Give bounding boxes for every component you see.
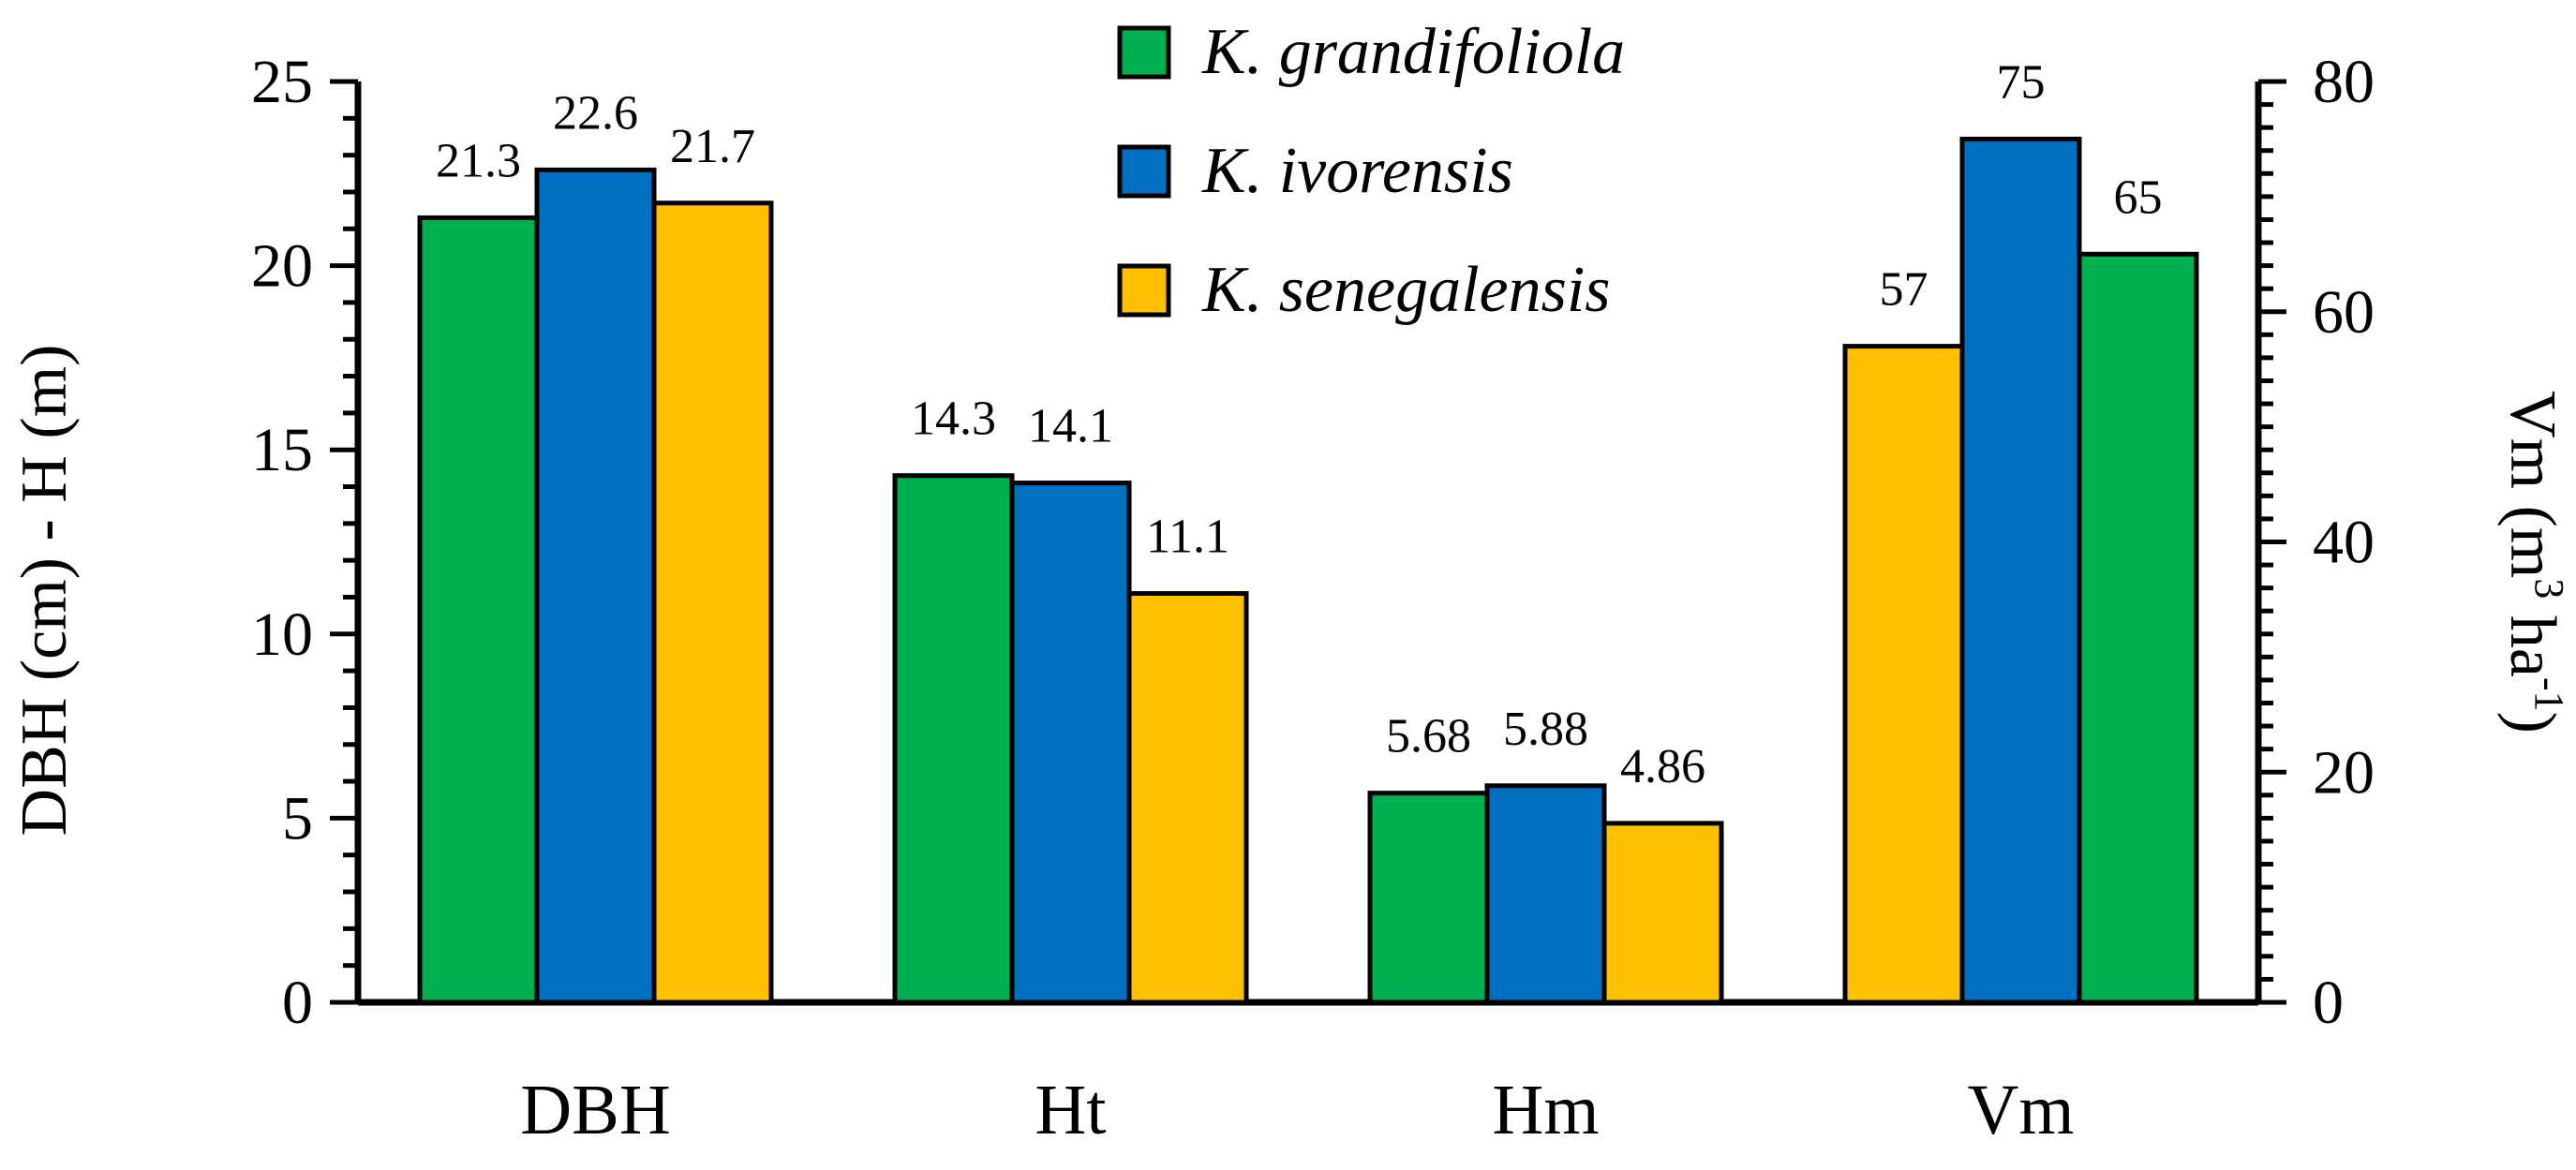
legend-label: K. ivorensis <box>1201 135 1513 207</box>
data-label: 5.68 <box>1386 710 1471 763</box>
legend-swatch <box>1117 25 1171 80</box>
bars <box>417 136 2199 1005</box>
y2-tick-label: 40 <box>2313 509 2375 577</box>
x-tick-label: DBH <box>520 1071 670 1149</box>
bar-vm-kgrandifoliola <box>2077 251 2199 1005</box>
bar-dbh-kgrandifoliola <box>417 215 540 1005</box>
y-tick-label: 5 <box>282 784 313 852</box>
bar-ht-kgrandifoliola <box>892 473 1015 1005</box>
legend-swatch <box>1117 263 1171 318</box>
legend-label: K. senegalensis <box>1201 254 1611 326</box>
legend-label: K. grandifoliola <box>1201 16 1625 88</box>
y-tick-label: 20 <box>251 232 313 301</box>
legend-swatch <box>1117 144 1171 199</box>
y2-axis-title-sup2: -1 <box>2526 677 2572 712</box>
y2-tick-label: 60 <box>2313 278 2375 347</box>
y-tick-label: 10 <box>251 600 313 669</box>
y2-axis-title-mid: ha <box>2496 599 2569 677</box>
data-label: 75 <box>1997 55 2046 109</box>
x-tick-label: Ht <box>1035 1071 1107 1149</box>
y2-axis-title-main: Vm (m <box>2496 391 2569 578</box>
bar-hm-ksenegalensis <box>1601 821 1724 1005</box>
y-tick-label: 0 <box>282 969 313 1037</box>
data-label: 4.86 <box>1620 740 1705 793</box>
data-label: 14.3 <box>911 392 996 446</box>
x-tick-label: Vm <box>1968 1071 2075 1149</box>
y-tick-label: 15 <box>251 416 313 484</box>
y2-tick-label: 80 <box>2313 48 2375 116</box>
y-tick-label: 25 <box>251 48 313 116</box>
y2-axis-title-end: ) <box>2496 712 2569 733</box>
bar-vm-kivorensis <box>1959 136 2082 1005</box>
bar-ht-kivorensis <box>1009 481 1132 1005</box>
y2-axis-title-sup1: 3 <box>2526 578 2572 599</box>
x-tick-label: Hm <box>1493 1071 1600 1149</box>
data-label: 65 <box>2114 170 2163 224</box>
y-axis-title: DBH (cm) - H (m) <box>8 345 81 837</box>
data-label: 21.7 <box>670 120 755 173</box>
data-label: 21.3 <box>436 134 521 187</box>
bar-dbh-ksenegalensis <box>651 200 774 1005</box>
data-label: 11.1 <box>1146 511 1229 564</box>
bar-hm-kivorensis <box>1484 783 1607 1005</box>
data-label: 5.88 <box>1503 703 1588 756</box>
y2-tick-label: 0 <box>2313 969 2344 1037</box>
bar-hm-kgrandifoliola <box>1367 791 1490 1005</box>
bar-ht-ksenegalensis <box>1126 591 1249 1005</box>
data-label: 14.1 <box>1028 400 1113 453</box>
data-label: 22.6 <box>553 86 638 140</box>
bar-dbh-kivorensis <box>534 167 657 1005</box>
legend: K. grandifoliola K. ivorensis K. senegalen… <box>1117 16 1625 326</box>
data-label: 57 <box>1880 263 1928 317</box>
y2-axis-title: Vm (m3 ha-1) <box>2496 391 2572 733</box>
y2-tick-label: 20 <box>2313 738 2375 807</box>
data-labels: 21.3 22.6 21.7 14.3 14.1 11.1 5.68 5.88 4.86 57 75… <box>436 55 2163 792</box>
bar-vm-ksenegalensis <box>1842 344 1965 1005</box>
